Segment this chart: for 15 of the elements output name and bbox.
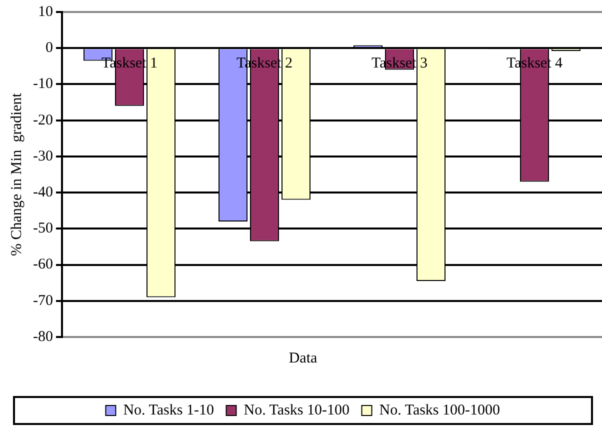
y-tick-label: 0: [45, 40, 53, 56]
y-tick-label: -20: [32, 112, 53, 128]
y-tick-label: -10: [32, 76, 53, 92]
y-tick-label: -60: [32, 256, 53, 273]
y-tick-label: -30: [32, 148, 53, 164]
y-tick-label: -40: [32, 184, 53, 200]
y-tick-label: -50: [32, 220, 53, 237]
legend-label: No. Tasks 10-100: [244, 402, 350, 418]
y-tick-label: -80: [32, 328, 53, 345]
y-tick-label: 10: [38, 4, 53, 20]
legend-label: No. Tasks 100-1000: [379, 402, 500, 418]
x-axis-title: Data: [288, 350, 318, 366]
y-tick-label: -70: [32, 292, 53, 309]
legend-label: No. Tasks 1-10: [123, 402, 214, 418]
y-axis-title: % Change in Min gradient: [8, 92, 25, 256]
